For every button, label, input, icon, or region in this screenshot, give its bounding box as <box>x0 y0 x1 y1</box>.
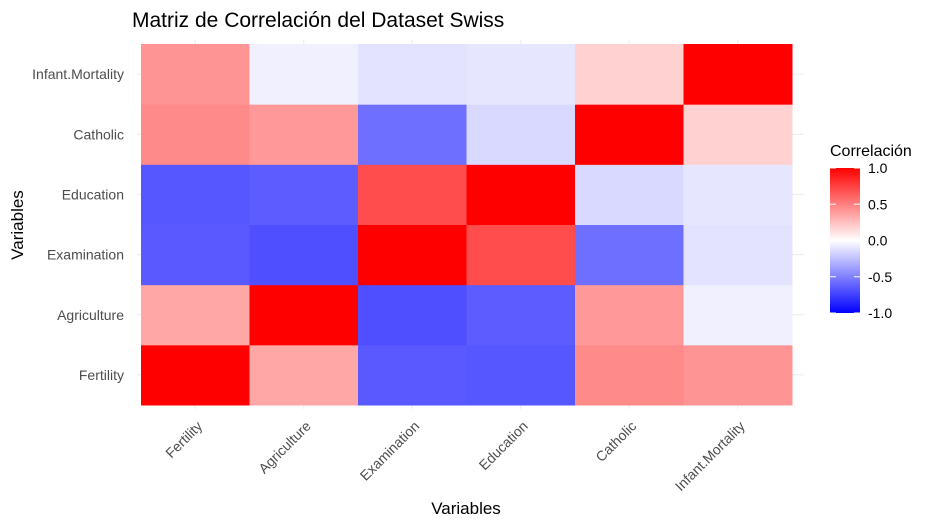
heatmap-cell <box>358 44 467 105</box>
x-axis-title: Variables <box>431 499 501 518</box>
heatmap-cell <box>249 224 359 286</box>
heatmap-cell <box>575 224 684 286</box>
heatmap-cell <box>575 284 684 346</box>
y-tick-label: Fertility <box>79 367 124 383</box>
heatmap-cell <box>358 344 467 406</box>
heatmap-cell <box>466 344 576 406</box>
y-tick-label: Catholic <box>73 126 124 142</box>
heatmap-cell <box>575 44 684 105</box>
chart-title: Matriz de Correlación del Dataset Swiss <box>132 9 504 32</box>
heatmap-cell <box>683 284 793 346</box>
heatmap-cell <box>358 284 467 346</box>
heatmap-cell <box>358 224 467 286</box>
legend-tick-label: 1.0 <box>868 160 888 176</box>
heatmap-cell <box>466 104 576 165</box>
heatmap-cell <box>141 164 250 225</box>
heatmap-cell <box>141 44 250 105</box>
heatmap-cell <box>249 104 359 165</box>
heatmap-cell <box>141 344 250 406</box>
heatmap-cell <box>249 164 359 225</box>
legend-tick-label: -1.0 <box>868 305 892 321</box>
heatmap-cell <box>466 284 576 346</box>
legend-ticks: 1.0 0.5 0.0 -0.5 -1.0 <box>830 160 892 321</box>
y-tick-label: Education <box>62 186 124 202</box>
heatmap-cell <box>683 344 793 406</box>
heatmap-cell <box>466 164 576 225</box>
heatmap-cell <box>575 104 684 165</box>
heatmap-cells <box>141 44 793 406</box>
heatmap-cell <box>466 224 576 286</box>
x-axis-tick-labels: Fertility Agriculture Examination Education… <box>162 418 748 494</box>
heatmap-cell <box>575 344 684 406</box>
y-tick-label: Examination <box>47 247 124 263</box>
heatmap-cell <box>141 224 250 286</box>
y-tick-label: Infant.Mortality <box>32 66 124 82</box>
heatmap-cell <box>683 104 793 165</box>
heatmap-cell <box>141 284 250 346</box>
x-tick-label: Catholic <box>592 418 639 465</box>
legend-tick-label: 0.0 <box>868 233 888 249</box>
heatmap-cell <box>141 104 250 165</box>
y-axis-title: Variables <box>8 190 27 260</box>
heatmap-cell <box>466 44 576 105</box>
y-axis-tick-labels: Fertility Agriculture Examination Education… <box>32 66 124 383</box>
heatmap-cell <box>249 284 359 346</box>
x-tick-label: Infant.Mortality <box>672 418 748 494</box>
heatmap-cell <box>575 164 684 225</box>
heatmap-cell <box>683 224 793 286</box>
heatmap-cell <box>683 164 793 225</box>
heatmap-cell <box>358 104 467 165</box>
heatmap-cell <box>249 344 359 406</box>
x-tick-label: Education <box>476 418 531 473</box>
x-tick-label: Fertility <box>162 418 205 461</box>
y-tick-label: Agriculture <box>57 307 124 323</box>
legend-tick-label: 0.5 <box>868 196 888 212</box>
heatmap-cell <box>249 44 359 105</box>
x-tick-label: Examination <box>357 418 423 484</box>
heatmap-cell <box>683 44 793 105</box>
legend-tick-label: -0.5 <box>868 269 892 285</box>
legend-title: Correlación <box>830 143 912 160</box>
legend: Correlación 1.0 0.5 0.0 -0.5 -1.0 <box>830 143 912 321</box>
x-tick-label: Agriculture <box>255 418 314 477</box>
heatmap-cell <box>358 164 467 225</box>
